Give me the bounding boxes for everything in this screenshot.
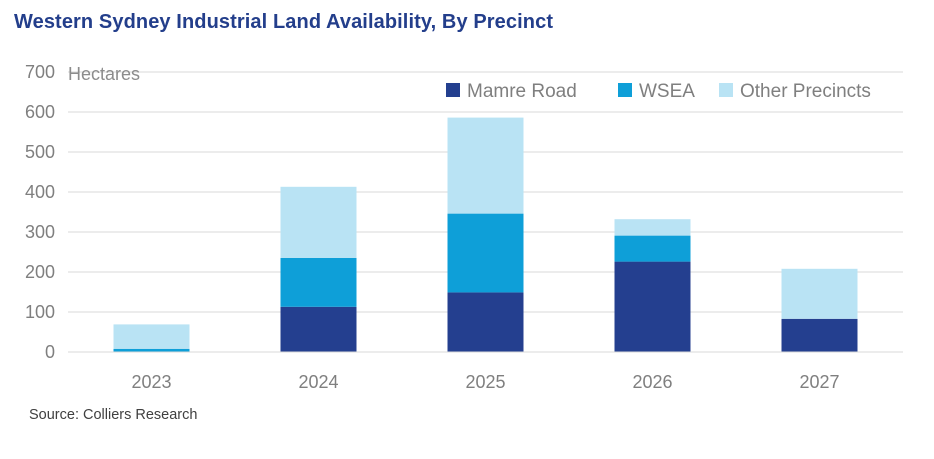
stacked-bar-chart: 0 100 200 300 400 500 600 700 Hectares 2023 2024… (25, 62, 903, 392)
bar-segment (113, 348, 190, 352)
x-tick-label: 2023 (131, 372, 171, 392)
x-tick-label: 2025 (465, 372, 505, 392)
bars (113, 117, 858, 352)
legend-swatch (719, 83, 733, 97)
y-tick-label: 300 (25, 222, 55, 242)
y-tick-label: 100 (25, 302, 55, 322)
legend-label: Other Precincts (740, 81, 871, 102)
bar-segment (280, 258, 357, 307)
y-tick-label: 700 (25, 62, 55, 82)
y-tick-label: 500 (25, 142, 55, 162)
bar-segment (280, 306, 357, 352)
bar-segment (614, 261, 691, 352)
y-tick-label: 200 (25, 262, 55, 282)
chart-title: Western Sydney Industrial Land Availabil… (14, 11, 554, 33)
bar-segment (447, 117, 524, 214)
bar-segment (447, 213, 524, 293)
x-tick-label: 2024 (298, 372, 338, 392)
y-tick-label: 400 (25, 182, 55, 202)
bar-segment (614, 219, 691, 236)
bar-segment (280, 186, 357, 258)
x-tick-label: 2027 (799, 372, 839, 392)
y-tick-label: 0 (45, 342, 55, 362)
legend-label: Mamre Road (467, 81, 577, 102)
bar-segment (113, 324, 190, 349)
bar-segment (781, 268, 858, 319)
y-tick-label: 600 (25, 102, 55, 122)
y-axis-ticks: 0 100 200 300 400 500 600 700 (25, 62, 55, 362)
bar-segment (447, 292, 524, 352)
legend: Mamre Road WSEA Other Precincts (446, 81, 871, 102)
bar-segment (781, 318, 858, 352)
legend-label: WSEA (639, 81, 695, 102)
legend-swatch (618, 83, 632, 97)
y-axis-unit-label: Hectares (68, 64, 140, 84)
x-axis-ticks: 2023 2024 2025 2026 2027 (131, 372, 839, 392)
bar-segment (614, 235, 691, 262)
legend-swatch (446, 83, 460, 97)
x-tick-label: 2026 (632, 372, 672, 392)
source-note: Source: Colliers Research (29, 407, 198, 423)
